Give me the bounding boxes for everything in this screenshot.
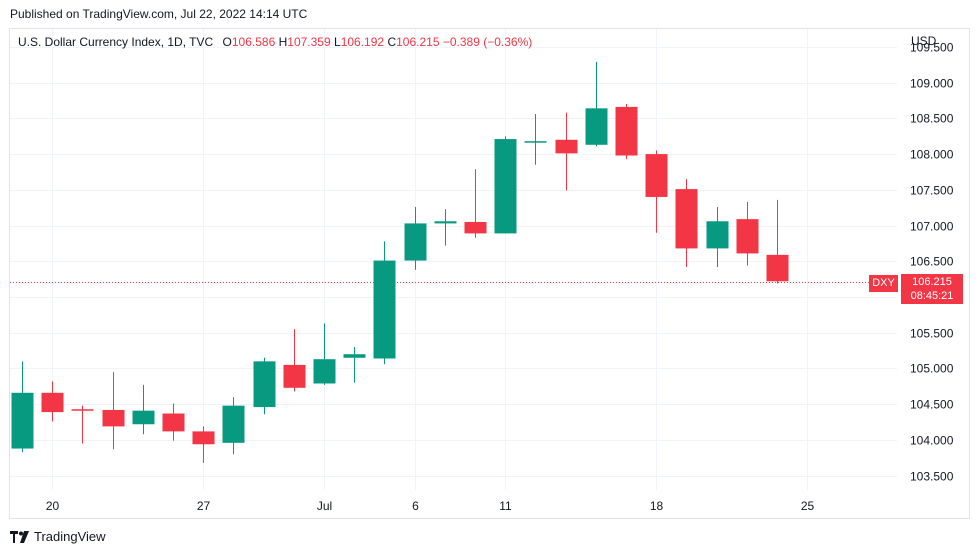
candle[interactable] (675, 179, 698, 268)
candle[interactable] (132, 384, 155, 435)
candle-body (41, 392, 64, 413)
candle-body (464, 221, 487, 234)
candle-body (706, 221, 729, 249)
candle-body (555, 139, 578, 154)
footer-brand-label: TradingView (34, 529, 106, 544)
candle-body (585, 108, 608, 145)
last-price-value: 106.215 (912, 276, 952, 288)
candle[interactable] (253, 357, 276, 415)
candle[interactable] (222, 397, 245, 455)
candle[interactable] (736, 201, 759, 266)
legend-high-value: 107.359 (287, 35, 331, 49)
legend-high-label: H (278, 35, 288, 49)
candle-body (524, 141, 547, 143)
candle-body (434, 221, 457, 224)
bar-countdown: 08:45:21 (910, 290, 954, 302)
price-tick-label: 108.000 (910, 148, 954, 162)
chart-frame (9, 28, 970, 519)
candle-body (283, 364, 306, 388)
candle[interactable] (404, 206, 427, 270)
price-tick-label: 105.500 (910, 327, 954, 341)
time-tick-label: Jul (317, 499, 332, 513)
legend-open-value: 106.586 (231, 35, 276, 49)
time-tick-label: 20 (46, 499, 60, 513)
ticker-tag: DXY (869, 275, 898, 292)
candle-body (192, 431, 215, 445)
candle-body (71, 409, 94, 411)
candle-body (222, 405, 245, 443)
legend-title: U.S. Dollar Currency Index, 1D, TVC (18, 35, 214, 49)
price-tick-label: 109.500 (910, 41, 954, 55)
candle-body (766, 254, 789, 282)
time-tick-label: 18 (650, 499, 664, 513)
published-note: Published on TradingView.com, Jul 22, 20… (10, 7, 308, 21)
candle-body (253, 361, 276, 408)
candle-body (11, 392, 34, 449)
candle[interactable] (464, 169, 487, 238)
candle-body (102, 409, 125, 427)
price-tick-label: 107.500 (910, 184, 954, 198)
footer-brand[interactable]: TradingView (10, 529, 106, 544)
candle[interactable] (192, 426, 215, 463)
candle[interactable] (585, 61, 608, 147)
tradingview-logo-icon (10, 530, 29, 543)
candle-body (373, 260, 396, 359)
candle-body (313, 359, 336, 384)
candle[interactable] (434, 209, 457, 246)
time-axis: 20 27 Jul 6 11 18 25 (46, 499, 815, 513)
price-axis: 103.500104.000104.500105.000105.500106.0… (910, 41, 954, 484)
grid-lines (10, 29, 897, 490)
candle[interactable] (706, 206, 729, 268)
legend-low-label: L (334, 35, 341, 49)
time-tick-label: 25 (801, 499, 815, 513)
candle[interactable] (615, 104, 638, 160)
price-tick-label: 104.000 (910, 434, 954, 448)
price-tick-label: 106.500 (910, 255, 954, 269)
price-tick-label: 107.000 (910, 220, 954, 234)
candle[interactable] (71, 405, 94, 444)
candle[interactable] (645, 150, 668, 233)
legend-change: −0.389 (−0.36%) (442, 35, 533, 49)
candles (11, 61, 789, 463)
candle-body (404, 223, 427, 261)
candle-body (494, 139, 517, 234)
candle-body (615, 106, 638, 156)
candle-body (132, 410, 155, 425)
legend-close-value: 106.215 (396, 35, 440, 49)
candle-body (343, 354, 366, 358)
candle-body (736, 219, 759, 254)
price-tick-label: 103.500 (910, 470, 954, 484)
candle[interactable] (373, 241, 396, 365)
legend-open-label: O (222, 35, 232, 49)
candle[interactable] (494, 136, 517, 234)
candle[interactable] (313, 323, 336, 385)
price-tick-label: 108.500 (910, 112, 954, 126)
candle[interactable] (11, 361, 34, 453)
candle[interactable] (162, 403, 185, 441)
candle[interactable] (766, 199, 789, 284)
candle-body (675, 189, 698, 249)
legend-close-label: C (387, 35, 397, 49)
candle[interactable] (41, 381, 64, 422)
chart-legend: U.S. Dollar Currency Index, 1D, TVC O106… (18, 35, 532, 49)
legend-low-value: 106.192 (340, 35, 385, 49)
currency-label: USD (911, 34, 937, 48)
price-tick-label: 109.000 (910, 77, 954, 91)
price-tick-label: 105.000 (910, 362, 954, 376)
candlestick-chart[interactable]: 103.500104.000104.500105.000105.500106.0… (0, 0, 979, 520)
candle[interactable] (283, 329, 306, 392)
price-tick-label: 104.500 (910, 398, 954, 412)
candle-body (162, 413, 185, 432)
time-tick-label: 6 (412, 499, 419, 513)
candle-body (645, 154, 668, 197)
time-tick-label: 27 (197, 499, 211, 513)
candle[interactable] (343, 347, 366, 383)
last-price-tag: 106.215 08:45:21 (901, 274, 963, 304)
candle[interactable] (555, 112, 578, 191)
candle[interactable] (524, 114, 547, 165)
candle[interactable] (102, 372, 125, 450)
time-tick-label: 11 (499, 499, 512, 513)
